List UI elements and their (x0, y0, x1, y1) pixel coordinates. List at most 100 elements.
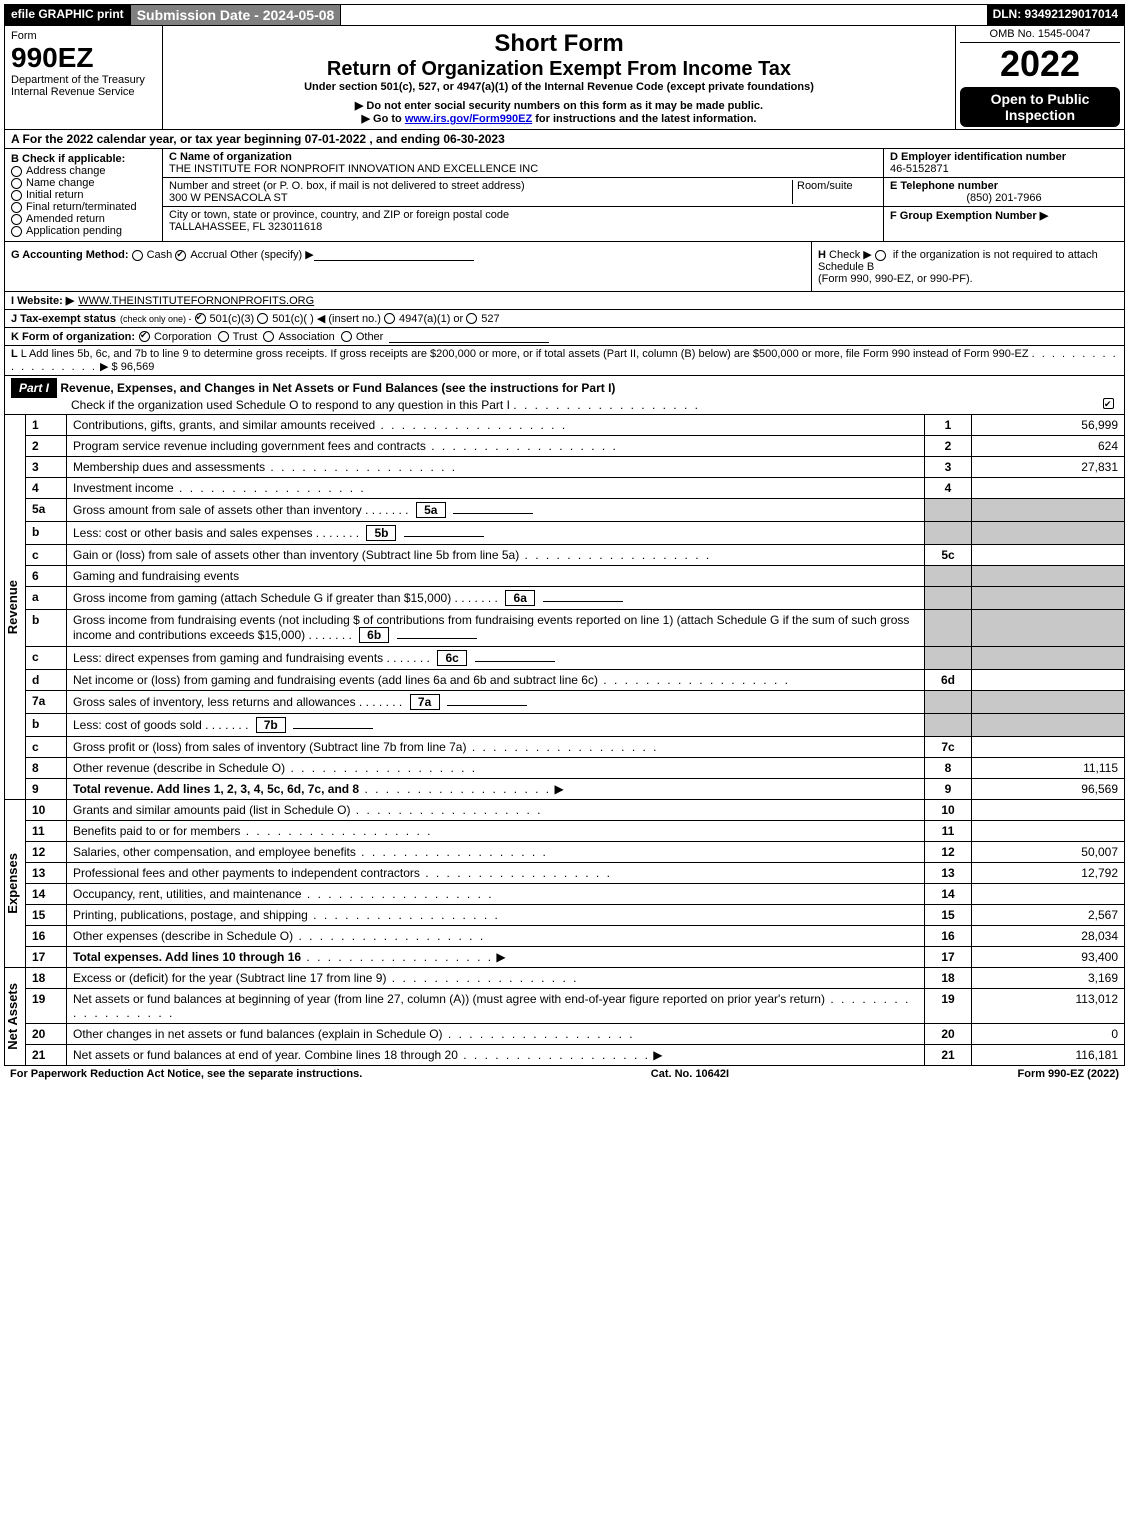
footer-left: For Paperwork Reduction Act Notice, see … (10, 1068, 362, 1080)
line-box-number: 14 (925, 884, 972, 905)
line-number: 19 (26, 989, 67, 1024)
colb-checkbox-2[interactable] (11, 190, 22, 201)
line-description: Salaries, other compensation, and employ… (67, 842, 925, 863)
org-name: THE INSTITUTE FOR NONPROFIT INNOVATION A… (169, 163, 538, 175)
irs-link[interactable]: www.irs.gov/Form990EZ (405, 113, 532, 125)
501c3-checkbox[interactable] (195, 313, 206, 324)
line-amount-shaded (972, 566, 1125, 587)
line-number: 4 (26, 478, 67, 499)
part1-schedule-o-checkbox[interactable] (1103, 398, 1114, 409)
line-box-number: 5c (925, 545, 972, 566)
line-number: 20 (26, 1024, 67, 1045)
line-amount-shaded (972, 714, 1125, 737)
line-description: Program service revenue including govern… (67, 436, 925, 457)
table-row: dNet income or (loss) from gaming and fu… (26, 670, 1125, 691)
dln-number: DLN: 93492129017014 (987, 5, 1124, 25)
line-description: Grants and similar amounts paid (list in… (67, 800, 925, 821)
line-box-number: 19 (925, 989, 972, 1024)
row-j-tax-exempt: J Tax-exempt status (check only one) - 5… (4, 310, 1125, 328)
line-number: 7a (26, 691, 67, 714)
line-box-number: 12 (925, 842, 972, 863)
j-sub: (check only one) - (120, 314, 192, 324)
line-box-shaded (925, 499, 972, 522)
line-number: 11 (26, 821, 67, 842)
table-row: bLess: cost or other basis and sales exp… (26, 522, 1125, 545)
line-number: d (26, 670, 67, 691)
colb-checkbox-0[interactable] (11, 166, 22, 177)
table-row: 16Other expenses (describe in Schedule O… (26, 926, 1125, 947)
city-state-zip: TALLAHASSEE, FL 323011618 (169, 221, 322, 233)
table-row: 8Other revenue (describe in Schedule O)8… (26, 758, 1125, 779)
sub-line-box: 5a (416, 502, 446, 518)
table-row: 6Gaming and fundraising events (26, 566, 1125, 587)
website-value[interactable]: WWW.THEINSTITUTEFORNONPROFITS.ORG (78, 295, 314, 307)
line-amount-shaded (972, 610, 1125, 647)
row-i-website: I Website: ▶ WWW.THEINSTITUTEFORNONPROFI… (4, 292, 1125, 310)
line-amount-shaded (972, 691, 1125, 714)
line-number: 3 (26, 457, 67, 478)
line-description: Net assets or fund balances at beginning… (67, 989, 925, 1024)
sub-line-box: 6b (359, 627, 389, 643)
colb-checkbox-1[interactable] (11, 178, 22, 189)
cash-checkbox[interactable] (132, 250, 143, 261)
line-amount: 12,792 (972, 863, 1125, 884)
k-checkbox-1[interactable] (218, 331, 229, 342)
accrual-checkbox[interactable] (175, 250, 186, 261)
line-box-number: 10 (925, 800, 972, 821)
line-number: b (26, 714, 67, 737)
part1-label: Part I (11, 378, 57, 398)
501c-checkbox[interactable] (257, 313, 268, 324)
527-checkbox[interactable] (466, 313, 477, 324)
table-row: 7aGross sales of inventory, less returns… (26, 691, 1125, 714)
k-checkbox-2[interactable] (263, 331, 274, 342)
line-amount: 93,400 (972, 947, 1125, 968)
row-l-gross-receipts: L L Add lines 5b, 6c, and 7b to line 9 t… (4, 346, 1125, 376)
line-number: c (26, 737, 67, 758)
k-checkbox-3[interactable] (341, 331, 352, 342)
table-row: 10Grants and similar amounts paid (list … (26, 800, 1125, 821)
table-row: 12Salaries, other compensation, and empl… (26, 842, 1125, 863)
open-to-public: Open to Public Inspection (960, 87, 1120, 127)
line-amount: 624 (972, 436, 1125, 457)
row-h-schedule-b: H Check ▶ if the organization is not req… (812, 242, 1124, 291)
line-description: Other expenses (describe in Schedule O) (67, 926, 925, 947)
line-number: 2 (26, 436, 67, 457)
group-exemption-label: F Group Exemption Number ▶ (890, 210, 1048, 222)
colb-checkbox-5[interactable] (11, 226, 22, 237)
line-amount (972, 670, 1125, 691)
line-description: Investment income (67, 478, 925, 499)
line-description: Gross income from gaming (attach Schedul… (67, 587, 925, 610)
table-row: aGross income from gaming (attach Schedu… (26, 587, 1125, 610)
cash-label: Cash (147, 249, 173, 261)
other-label: Other (specify) ▶ (230, 249, 314, 261)
h-check-text: Check ▶ (829, 249, 872, 261)
line-description: Printing, publications, postage, and shi… (67, 905, 925, 926)
4947-checkbox[interactable] (384, 313, 395, 324)
k-checkbox-0[interactable] (139, 331, 150, 342)
footer-mid: Cat. No. 10642I (651, 1068, 729, 1080)
colb-item-label: Amended return (26, 213, 105, 225)
line-number: 15 (26, 905, 67, 926)
efile-print-label[interactable]: efile GRAPHIC print (5, 5, 131, 25)
goto-pre: ▶ Go to (362, 113, 405, 125)
revenue-vert-label: Revenue (5, 580, 25, 634)
colb-checkbox-4[interactable] (11, 214, 22, 225)
table-row: 9Total revenue. Add lines 1, 2, 3, 4, 5c… (26, 779, 1125, 800)
colb-item-label: Final return/terminated (26, 201, 137, 213)
line-box-number: 13 (925, 863, 972, 884)
sub-line-box: 6a (505, 590, 535, 606)
colb-item-label: Application pending (26, 225, 122, 237)
expenses-vert-label: Expenses (5, 853, 25, 914)
phone-value: (850) 201-7966 (890, 192, 1118, 204)
footer-right: Form 990-EZ (2022) (1018, 1068, 1119, 1080)
line-description: Professional fees and other payments to … (67, 863, 925, 884)
section-a-tax-year: A For the 2022 calendar year, or tax yea… (4, 130, 1125, 149)
omb-number: OMB No. 1545-0047 (960, 28, 1120, 43)
colb-item-label: Name change (26, 177, 95, 189)
tax-year: 2022 (960, 43, 1120, 85)
line-number: 6 (26, 566, 67, 587)
ssn-warning: ▶ Do not enter social security numbers o… (169, 99, 949, 112)
colb-checkbox-3[interactable] (11, 202, 22, 213)
h-checkbox[interactable] (875, 250, 886, 261)
column-d-identifiers: D Employer identification number 46-5152… (884, 149, 1124, 241)
